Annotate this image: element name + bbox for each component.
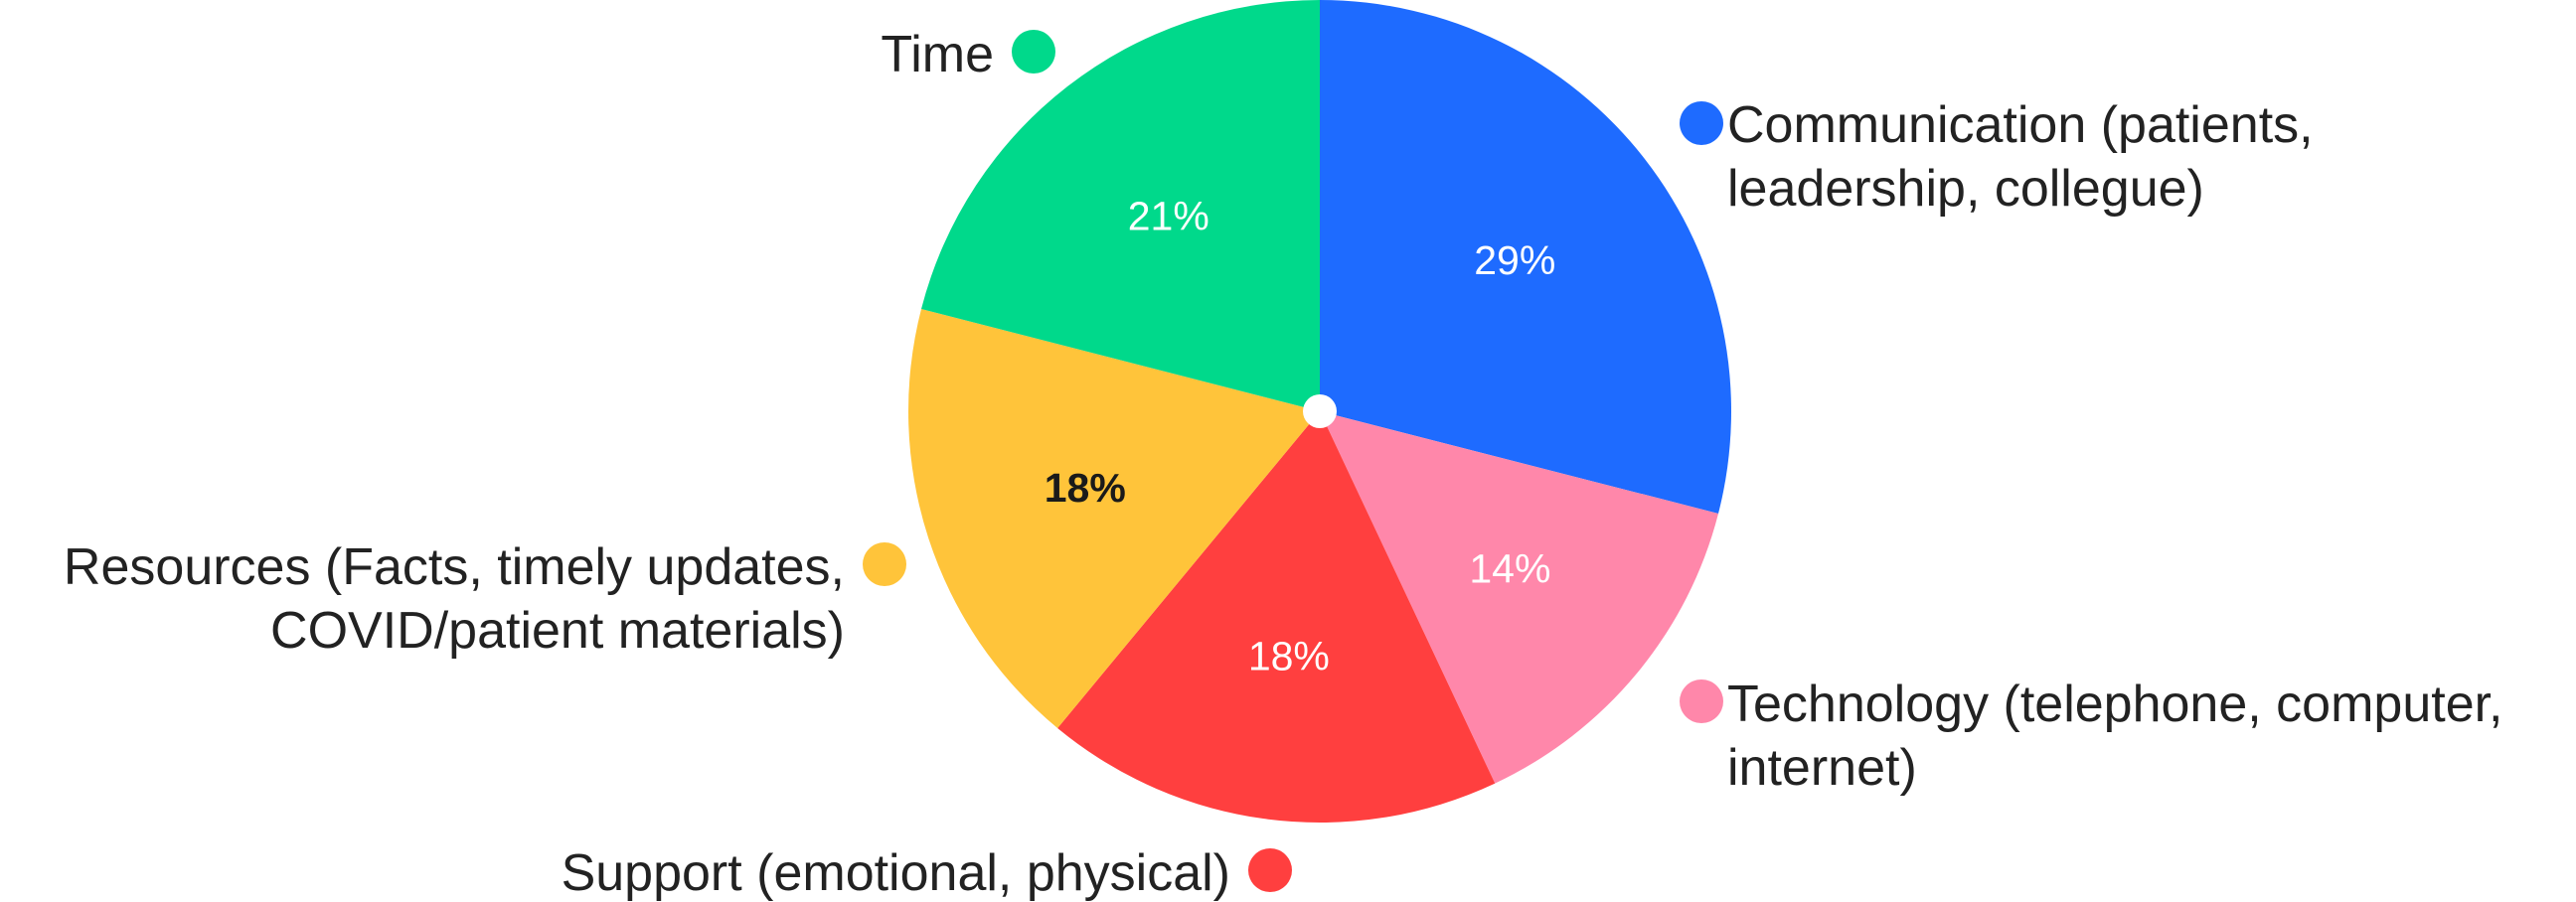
- slice-value-label: 18%: [1045, 465, 1126, 511]
- pie-slice: [921, 0, 1320, 411]
- legend-label: Support (emotional, physical): [562, 844, 1230, 902]
- pie-slice: [1320, 411, 1718, 784]
- slice-value-label: 18%: [1248, 633, 1330, 678]
- legend-swatch: [1248, 848, 1292, 892]
- slice-value-label: 29%: [1474, 237, 1555, 283]
- pie-slice: [1320, 0, 1731, 514]
- legend: Communication (patients, leadership, coll…: [64, 26, 2503, 902]
- legend-label: internet): [1727, 739, 1917, 797]
- slice-value-label: 14%: [1469, 545, 1550, 591]
- legend-label: leadership, collegue): [1727, 160, 2204, 218]
- center-dot: [1303, 394, 1337, 428]
- legend-label: Time: [881, 26, 994, 83]
- legend-label: Communication (patients,: [1727, 96, 2314, 154]
- legend-label: Technology (telephone, computer,: [1727, 676, 2503, 733]
- legend-swatch: [1680, 101, 1723, 145]
- legend-label: COVID/patient materials): [270, 602, 845, 660]
- legend-swatch: [1012, 30, 1055, 74]
- value-labels: 29% 14% 18% 18% 21%: [1045, 194, 1556, 679]
- slice-value-label: 21%: [1128, 194, 1209, 239]
- legend-label: Resources (Facts, timely updates,: [64, 538, 845, 596]
- pie-slices: [908, 0, 1731, 823]
- pie-slice: [908, 309, 1320, 728]
- pie-slice: [1057, 411, 1496, 823]
- legend-swatch: [863, 542, 906, 586]
- legend-swatch: [1680, 679, 1723, 723]
